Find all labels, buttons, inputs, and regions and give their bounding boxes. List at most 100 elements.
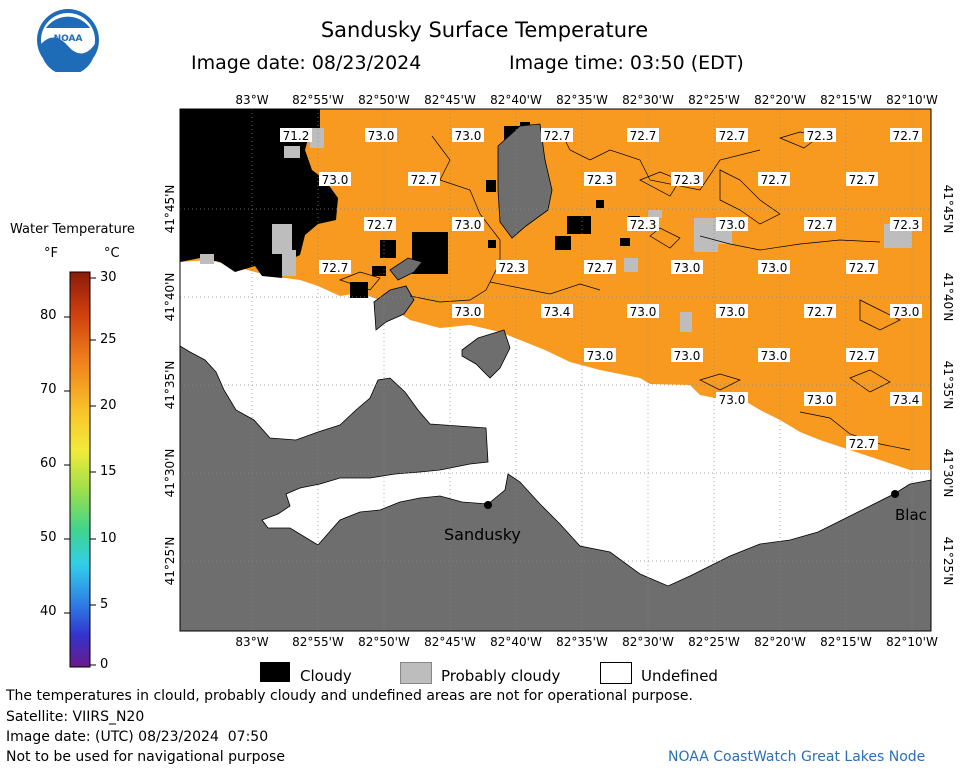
temperature-label: 72.3 (807, 129, 834, 143)
land-kelleys-island (497, 123, 553, 239)
c-tick-30: 30 (100, 270, 117, 285)
sandusky-marker (484, 501, 492, 509)
page-title: Sandusky Surface Temperature (320, 18, 649, 42)
land-island-4 (389, 257, 423, 281)
f-tick-60: 60 (40, 456, 57, 471)
temperature-label-bg (280, 128, 312, 142)
lon-label-bottom: 82°25'W (688, 635, 740, 649)
c-tick-10: 10 (100, 531, 117, 546)
lon-label-bottom: 82°40'W (490, 635, 542, 649)
water-temperature-region (180, 109, 931, 470)
temperature-label-bg (846, 348, 878, 362)
temperature-label-bg (364, 217, 396, 231)
lon-label-top: 82°55'W (292, 93, 344, 107)
probably-cloudy-pixels (200, 128, 912, 332)
temperature-label-bg (716, 128, 748, 142)
cloudy-swatch (260, 662, 290, 682)
temperature-label-bg (890, 392, 922, 406)
footer-navigation-note: Not to be used for navigational purpose (6, 749, 285, 765)
temperature-label: 73.0 (455, 218, 482, 232)
temperature-label: 72.3 (893, 218, 920, 232)
land-south-shore (180, 345, 931, 631)
temperature-label-bg (846, 172, 878, 186)
temperature-label-bg (452, 217, 484, 231)
temperature-label-bg (452, 304, 484, 318)
temperature-label-bg (541, 128, 573, 142)
temperature-label-bg (804, 304, 836, 318)
lon-label-bottom: 83°W (235, 635, 268, 649)
lon-label-top: 82°15'W (820, 93, 872, 107)
temperature-label: 73.0 (761, 349, 788, 363)
temperature-label-bg (627, 128, 659, 142)
unit-celsius: °C (104, 246, 120, 261)
temperature-label: 73.0 (455, 305, 482, 319)
temperature-label: 72.7 (893, 129, 920, 143)
temperature-label-bg (716, 392, 748, 406)
temperature-label-bg (890, 304, 922, 318)
temperature-label-bg (804, 128, 836, 142)
c-tick-0: 0 (100, 657, 109, 672)
lat-label-right: 41°40'N (941, 273, 955, 322)
temperature-label: 73.0 (674, 349, 701, 363)
temperature-label: 73.0 (719, 393, 746, 407)
f-tick-70: 70 (40, 382, 57, 397)
temperature-label-bg (584, 260, 616, 274)
lon-label-bottom: 82°50'W (358, 635, 410, 649)
noaa-logo: NOAA (37, 9, 99, 72)
temperature-label-bg (671, 260, 703, 274)
undefined-label: Undefined (641, 667, 718, 685)
probably-cloudy-label: Probably cloudy (441, 667, 561, 685)
temperature-label: 73.4 (544, 305, 571, 319)
lat-label-right: 41°25'N (941, 537, 955, 586)
lon-label-top: 82°40'W (490, 93, 542, 107)
temperature-label: 72.7 (807, 305, 834, 319)
lon-label-bottom: 82°20'W (754, 635, 806, 649)
lon-label-top: 82°10'W (886, 93, 938, 107)
temperature-label: 72.3 (674, 173, 701, 187)
temperature-label: 73.4 (893, 393, 920, 407)
temperature-label: 72.7 (719, 129, 746, 143)
lon-label-bottom: 82°35'W (556, 635, 608, 649)
temperature-label: 72.7 (322, 261, 349, 275)
temperature-label-bg (804, 217, 836, 231)
graticule (180, 109, 931, 631)
temperature-label-bg (758, 348, 790, 362)
temperature-label-bg (541, 304, 573, 318)
svg-text:NOAA: NOAA (54, 34, 83, 44)
temperature-label-bg (671, 172, 703, 186)
lat-label-left: 41°45'N (163, 185, 177, 234)
temperature-label-bg (890, 128, 922, 142)
c-tick-25: 25 (100, 332, 117, 347)
temperature-contours (338, 129, 911, 451)
temperature-label: 72.3 (499, 261, 526, 275)
lat-label-left: 41°30'N (163, 449, 177, 498)
unit-fahrenheit: °F (44, 246, 58, 261)
temperature-label-bg (319, 260, 351, 274)
temperature-label: 73.0 (893, 305, 920, 319)
temperature-label-bg (452, 128, 484, 142)
cloudy-label: Cloudy (300, 667, 352, 685)
temperature-label: 73.0 (807, 393, 834, 407)
lat-label-left: 41°35'N (163, 361, 177, 410)
lon-label-top: 82°25'W (688, 93, 740, 107)
temperature-label: 73.0 (322, 173, 349, 187)
undefined-swatch (600, 662, 632, 684)
temperature-label: 73.0 (587, 349, 614, 363)
c-tick-15: 15 (100, 464, 117, 479)
map-frame (179, 108, 932, 632)
lon-label-top: 82°35'W (556, 93, 608, 107)
lon-label-bottom: 82°45'W (424, 635, 476, 649)
temperature-label-bg (716, 304, 748, 318)
temperature-label-bg (496, 260, 528, 274)
footer-utc-date: Image date: (UTC) 08/23/2024 07:50 (6, 729, 269, 745)
lon-label-top: 82°50'W (358, 93, 410, 107)
temperature-label: 72.7 (544, 129, 571, 143)
place-blac: Blac (895, 506, 927, 524)
lon-label-bottom: 82°55'W (292, 635, 344, 649)
temperature-label: 73.0 (455, 129, 482, 143)
temperature-label: 72.3 (630, 218, 657, 232)
temperature-label: 72.7 (849, 261, 876, 275)
lat-label-right: 41°30'N (941, 449, 955, 498)
temperature-label-bg (627, 217, 659, 231)
